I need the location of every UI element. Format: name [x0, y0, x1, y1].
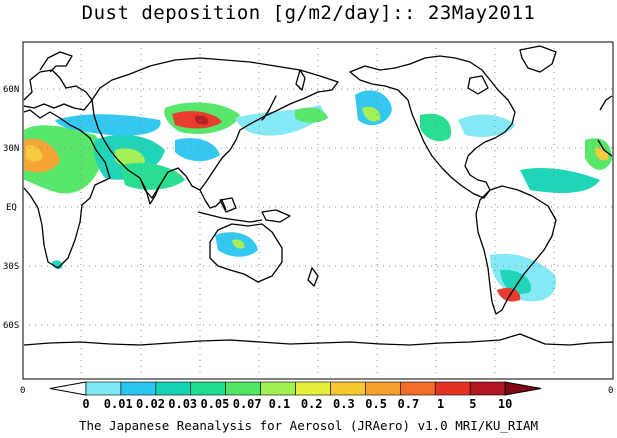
dust-region-arabia-core: [115, 148, 145, 168]
dust-field: [24, 90, 612, 302]
colorbar-tick-label: 0.7: [398, 397, 420, 411]
lat-label-60n: 60N: [3, 85, 19, 95]
colorbar-tick-label: 1: [437, 397, 444, 411]
coast-africa: [23, 109, 111, 269]
colorbar-box: [155, 381, 192, 396]
colorbar-tick-label: 5: [469, 397, 476, 411]
colorbar-arrow-low: [49, 381, 87, 396]
dust-region-gobi-hot: [194, 115, 209, 125]
colorbar-tick-label: 0.5: [365, 397, 387, 411]
dust-region-australia-core: [232, 239, 245, 249]
chart-title: Dust deposition [g/m2/day]:: 23May2011: [81, 2, 536, 24]
coast-east-edge: [599, 95, 613, 111]
dust-region-north-america-east: [458, 114, 515, 137]
colorbar-tick-label: 0.1: [269, 397, 291, 411]
colorbar-tick-label: 0.07: [233, 397, 262, 411]
coast-hudson: [467, 75, 489, 95]
dust-region-pacific-plume2: [295, 107, 328, 123]
coast-europe: [23, 69, 93, 111]
colorbar-tick-label: 0.2: [301, 397, 323, 411]
colorbar-tick-label: 0: [82, 397, 89, 411]
colorbar-box: [365, 381, 401, 396]
colorbar-box: [190, 381, 226, 396]
coast-australia: [209, 223, 283, 283]
edge-label-right: 0: [608, 386, 613, 396]
coast-east-edge-africa: [597, 139, 613, 157]
coast-south-america: [475, 185, 557, 315]
dust-region-india: [120, 163, 185, 190]
coastlines: [23, 45, 614, 346]
coast-se-asia: [199, 189, 227, 211]
dust-region-north-pacific-core: [362, 106, 381, 122]
colorbar-box: [330, 381, 366, 396]
dust-region-caribbean: [520, 168, 600, 193]
colorbar-tick-label: 10: [498, 397, 512, 411]
coast-new-zealand: [307, 267, 319, 287]
coast-antarctica: [23, 333, 614, 346]
coast-borneo: [219, 197, 237, 213]
colorbar-box: [469, 381, 506, 396]
coast-asia: [91, 57, 339, 199]
colorbar-box: [400, 381, 436, 396]
colorbar-tick-label: 0.3: [333, 397, 355, 411]
colorbar-box: [260, 381, 296, 396]
coast-japan: [261, 95, 277, 121]
coast-new-guinea: [261, 209, 291, 223]
colorbar-box: [295, 381, 331, 396]
lat-label-eq: EQ: [6, 203, 17, 213]
colorbar-arrow-high: [504, 381, 542, 396]
coast-indonesia: [197, 211, 263, 223]
colorbar-box: [85, 381, 122, 396]
colorbar-tick-label: 0.05: [200, 397, 229, 411]
coast-kamchatka: [295, 69, 306, 91]
lat-labels: 60N 30N EQ 30S 60S: [3, 85, 19, 331]
colorbar-box: [225, 381, 261, 396]
colorbar-tick-label: 0.03: [168, 397, 197, 411]
colorbar-tick-label: 0.01: [104, 397, 133, 411]
credit-line: The Japanese Reanalysis for Aerosol (JRA…: [78, 418, 539, 433]
coast-scandinavia: [39, 51, 73, 73]
colorbar: 0 0.01 0.02 0.03 0.05 0.07 0.1 0.2 0.3 0.5 0.7 1 5 10: [49, 381, 542, 411]
colorbar-box: [434, 381, 471, 396]
coast-north-america: [349, 55, 516, 199]
lat-label-60s: 60S: [3, 321, 19, 331]
dust-region-north-america: [420, 113, 451, 142]
dust-region-tibet: [175, 138, 220, 162]
colorbar-tick-label: 0.02: [136, 397, 165, 411]
coast-greenland: [519, 45, 557, 73]
lat-label-30n: 30N: [3, 144, 19, 154]
edge-label-left: 0: [20, 386, 25, 396]
coast-india: [139, 177, 161, 205]
colorbar-box: [120, 381, 157, 396]
dust-region-patagonia-core: [497, 288, 521, 302]
dust-region-sahara-inner: [26, 145, 43, 162]
lat-label-30s: 30S: [3, 262, 19, 272]
graticule: [23, 42, 613, 379]
